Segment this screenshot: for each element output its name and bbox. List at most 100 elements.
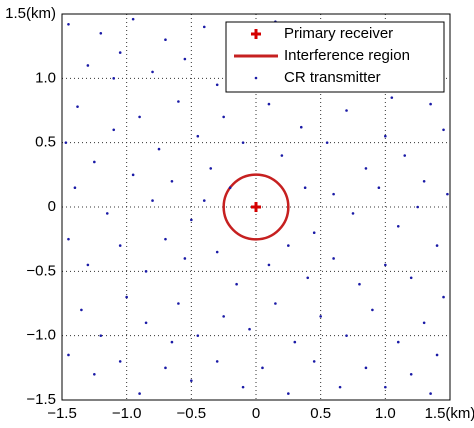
interference-region <box>222 173 290 241</box>
cr-transmitter-point <box>442 128 445 132</box>
cr-transmitter-point <box>409 276 413 280</box>
cr-transmitter-point <box>396 225 400 228</box>
legend-label: Interference region <box>284 47 410 64</box>
cr-transmitter-point <box>287 244 290 247</box>
cr-transmitter-point <box>93 372 96 376</box>
cr-transmitter-point <box>131 17 135 21</box>
cr-transmitter-point <box>151 70 154 74</box>
cr-transmitter-point <box>261 366 264 370</box>
cr-transmitter-point <box>183 257 187 260</box>
cr-transmitter-point <box>202 25 206 29</box>
cr-transmitter-point <box>76 105 79 108</box>
cr-transmitter-point <box>105 212 109 215</box>
cr-transmitter-point <box>164 237 167 241</box>
cr-transmitter-point <box>86 64 90 67</box>
cr-transmitter-point <box>377 186 381 189</box>
legend-label: Primary receiver <box>284 25 393 42</box>
cr-transmitter-point <box>319 315 322 318</box>
cr-transmitter-point <box>338 385 342 389</box>
cr-transmitter-point <box>67 353 70 357</box>
cr-transmitter-point <box>280 154 284 157</box>
cr-transmitter-point <box>422 321 426 325</box>
cr-transmitter-point <box>99 334 103 337</box>
cr-transmitter-point <box>416 205 419 209</box>
cr-transmitter-point <box>312 231 316 235</box>
cr-transmitter-point <box>164 366 167 370</box>
legend-symbol <box>251 29 261 39</box>
x-tick-label: 0.5 <box>310 405 331 422</box>
x-tick-label: 0 <box>252 405 260 422</box>
cr-transmitter-point <box>99 32 103 35</box>
y-tick-label: 0 <box>48 198 56 215</box>
x-tick-label: −0.5 <box>177 405 207 422</box>
x-tick-label: 1.5(km) <box>425 405 474 422</box>
cr-transmitter-point <box>364 366 368 370</box>
cr-transmitter-point <box>435 353 439 357</box>
cr-transmitter-point <box>446 192 449 196</box>
cr-transmitter-point <box>358 282 361 286</box>
cr-transmitter-point <box>351 212 355 215</box>
cr-transmitter-point <box>332 192 335 196</box>
cr-transmitter-point <box>228 186 232 189</box>
cr-transmitter-point <box>345 109 348 112</box>
cr-transmitter-point <box>241 141 245 144</box>
cr-transmitter-point <box>144 321 148 325</box>
cr-transmitter-point <box>170 179 174 183</box>
cr-transmitter-point <box>422 179 426 183</box>
cr-transmitter-point <box>80 308 83 312</box>
cr-transmitter-point <box>215 360 219 363</box>
cr-transmitter-point <box>196 134 200 138</box>
y-tick-label: 1.0 <box>35 69 56 86</box>
cr-transmitter-point <box>442 295 445 299</box>
legend-symbol <box>254 76 258 80</box>
cr-transmitter-point <box>384 263 387 267</box>
cr-transmitter-point <box>403 154 407 157</box>
x-tick-label: 1.0 <box>375 405 396 422</box>
cr-transmitter-point <box>118 244 122 247</box>
cr-transmitter-point <box>64 141 68 144</box>
cr-transmitter-point <box>164 38 167 42</box>
cr-transmitter-point <box>67 237 70 241</box>
x-tick-label: −1.5 <box>47 405 77 422</box>
cr-transmitter-point <box>215 83 219 87</box>
cr-transmitter-point <box>248 327 251 331</box>
cr-transmitter-point <box>118 360 122 363</box>
cr-transmitter-point <box>151 199 154 202</box>
cr-transmitter-point <box>429 102 432 106</box>
y-tick-label: −1.0 <box>26 327 56 344</box>
cr-transmitter-point <box>190 379 193 383</box>
x-tick-label: −1.0 <box>112 405 142 422</box>
cr-transmitter-point <box>67 22 70 26</box>
cr-transmitter-point <box>371 308 374 312</box>
cr-transmitter-point <box>209 167 213 170</box>
cr-transmitter-point <box>157 147 161 151</box>
cr-transmitter-point <box>267 102 271 106</box>
cr-transmitter-point <box>241 385 245 389</box>
cr-transmitter-point <box>118 51 122 54</box>
cr-transmitter-point <box>177 100 180 103</box>
cr-transmitter-point <box>364 167 368 170</box>
cr-transmitter-point <box>112 128 116 132</box>
cr-transmitter-point <box>384 385 387 389</box>
cr-transmitter-point <box>325 141 329 144</box>
cr-transmitter-point <box>222 115 225 119</box>
cr-transmitter-point <box>190 218 193 222</box>
cr-transmitter-point <box>274 302 277 305</box>
cr-transmitter-point <box>429 392 432 395</box>
y-tick-label: 0.5 <box>35 134 56 151</box>
plot-frame <box>61 13 451 401</box>
cr-transmitter-point <box>177 302 180 305</box>
y-tick-label: −0.5 <box>26 262 56 279</box>
y-tick-label: −1.5 <box>26 391 56 408</box>
cr-transmitter-point <box>293 340 297 344</box>
cr-transmitter-point <box>215 250 219 254</box>
cr-transmitter-point <box>384 134 387 138</box>
cr-transmitter-point <box>306 276 310 280</box>
cr-transmitter-point <box>312 360 316 363</box>
cr-transmitter-point <box>287 392 290 395</box>
cr-transmitter-point <box>93 160 96 164</box>
cr-transmitter-point <box>73 186 77 189</box>
primary-receiver <box>251 202 261 212</box>
cr-transmitter-point <box>396 340 400 344</box>
